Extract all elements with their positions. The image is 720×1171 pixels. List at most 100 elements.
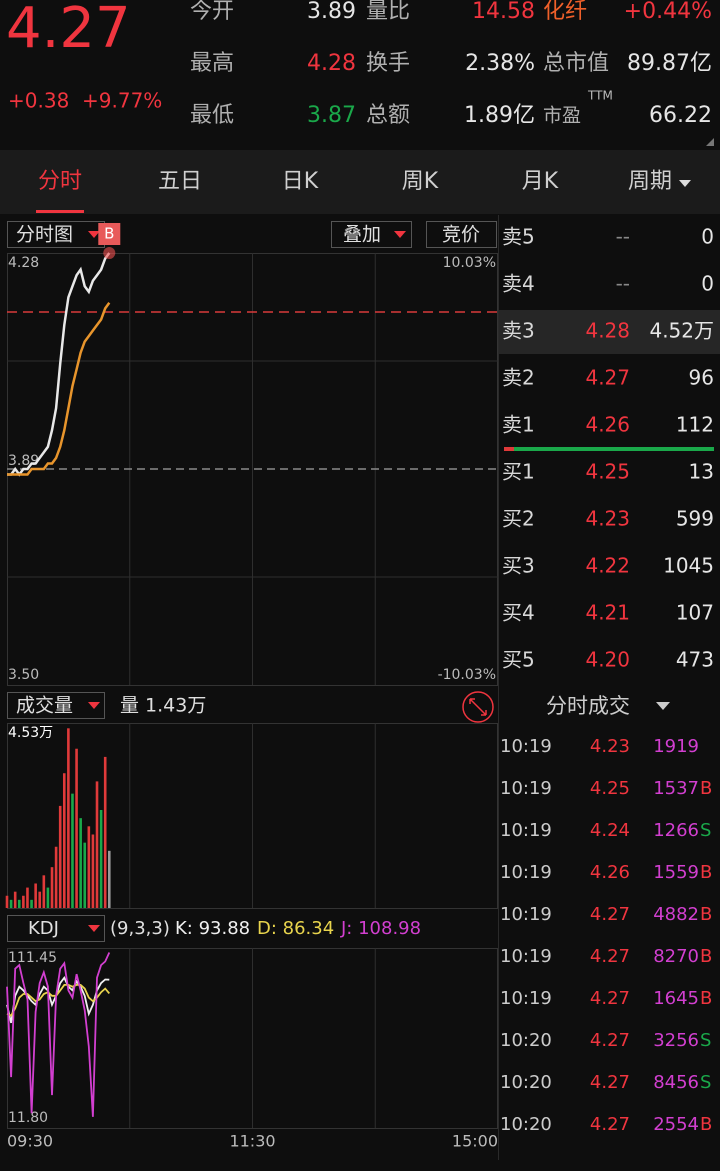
trade-volume: 8270 [653,946,699,967]
volume-bar [58,805,62,908]
ttm-label: TTM [587,89,613,103]
y-tick-label: 3.50 [8,667,39,683]
tab[interactable]: 分时 [38,169,82,194]
expand-button[interactable] [462,691,494,723]
trade-time: 10:19 [500,778,552,799]
trade-price: 4.25 [590,778,630,799]
stat-label: 今开 [190,0,234,24]
dropdown-arrow [88,702,100,709]
ratio-bar-sell [514,447,714,451]
stat-label: 量比 [366,0,410,24]
y2-tick-label: 10.03% [443,255,496,271]
y2-tick-label: -10.03% [438,667,496,683]
trade-price: 4.26 [590,862,630,883]
book-price: 4.26 [585,413,630,437]
book-volume: 599 [676,507,714,531]
trade-volume: 1537 [653,778,699,799]
x-tick-label: 11:30 [229,1132,275,1151]
mode-label: 分时图 [16,224,73,246]
book-volume: 0 [701,272,714,296]
volume-bar [42,875,46,908]
tab-dropdown-arrow [679,180,691,187]
y-tick-label: 4.53万 [8,725,53,741]
stat-value: 14.58 [472,0,535,24]
tab[interactable]: 周K [402,169,439,194]
trade-volume: 2554 [653,1114,699,1135]
overlay-button[interactable] [331,221,412,248]
stat-value: 3.87 [307,103,356,128]
trade-price: 4.27 [590,1072,630,1093]
tab[interactable]: 月K [522,169,559,194]
trade-price: 4.27 [590,904,630,925]
book-price: 4.22 [585,554,630,578]
auction-label: 竞价 [442,224,480,246]
last-price: 4.27 [6,0,131,61]
trade-side: B [700,988,712,1009]
volume-bar [83,842,87,908]
kdj-j: J: 108.98 [340,918,421,939]
dropdown-arrow [88,231,100,238]
volume-bar [54,846,58,908]
auction-button[interactable] [426,221,497,248]
stat-value: 3.89 [307,0,356,24]
volume-bar [38,891,42,908]
book-price: 4.20 [585,648,630,672]
stat-value: 89.87亿 [627,51,712,76]
volume-bar [26,887,29,908]
y-tick-label: 3.89 [8,453,39,469]
y-tick-label: 4.28 [8,255,39,271]
trade-side: S [700,1030,711,1051]
book-label: 买2 [502,507,535,531]
series-line [6,984,110,1017]
book-volume: 13 [689,460,714,484]
stat-label: 市盈 [543,105,581,127]
volume-bar [22,895,25,908]
trade-time: 10:20 [500,1030,552,1051]
trade-side: B [700,1114,712,1135]
book-price: 4.21 [585,601,630,625]
stat-label: 化纤 [543,0,587,24]
charts: 4.28 3.89 3.50 10.03% -10.03% B 09:30 11:30 15:0… [5,223,498,1151]
kdj-d: D: 86.34 [257,918,334,939]
book-label: 卖4 [502,272,535,296]
book-volume: 96 [689,366,714,390]
tab[interactable]: 周期 [628,169,672,194]
trade-time: 10:20 [500,1072,552,1093]
stat-value: 2.38% [465,51,535,76]
volume-value: 量 1.43万 [120,695,206,717]
dropdown-arrow [394,231,406,238]
stat-value: 4.28 [307,51,356,76]
tab[interactable]: 日K [282,169,319,194]
volume-bar [75,748,78,908]
volume-bar [103,756,107,908]
tab[interactable]: 五日 [158,169,202,194]
stat-label: 换手 [366,51,410,76]
volume-bar [79,818,82,908]
trade-volume: 1266 [653,820,699,841]
trade-side: B [700,862,712,883]
last-point [103,247,116,259]
book-label: 买1 [502,460,535,484]
highlight-row [499,310,720,354]
trade-time: 10:19 [500,862,552,883]
corner-mark [706,138,714,146]
indicator-button[interactable] [7,915,105,942]
ratio-bar-buy [504,447,514,451]
trade-volume: 3256 [653,1030,699,1051]
volume-bar [9,899,13,908]
book-label: 买5 [502,648,535,672]
book-label: 卖3 [502,319,535,343]
overlay-label: 叠加 [343,224,381,246]
volume-mode-button[interactable] [7,692,105,719]
stat-value: 1.89亿 [464,103,535,128]
book-label: 卖5 [502,225,535,249]
y-tick-label: 11.80 [8,1110,48,1126]
book-label: 买4 [502,601,535,625]
kdj-params: (9,3,3) [110,918,170,939]
trade-volume: 1559 [653,862,699,883]
trade-side: B [700,778,712,799]
volume-bar [17,899,21,908]
trade-time: 10:19 [500,988,552,1009]
volume-bar [107,850,111,908]
